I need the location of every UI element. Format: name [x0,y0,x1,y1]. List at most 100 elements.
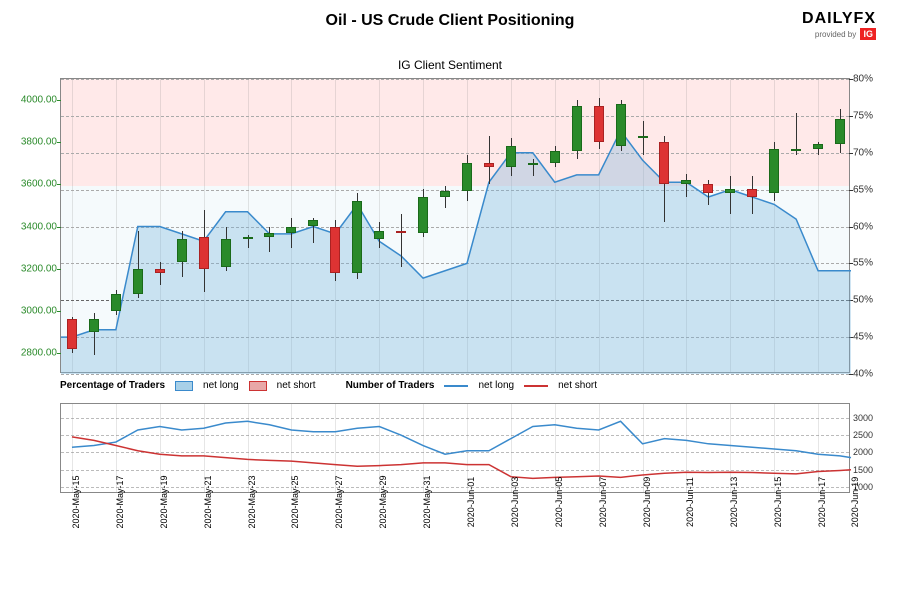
x-label: 2020-Jun-05 [554,477,564,528]
candle-body [747,189,757,197]
candle-body [659,142,669,184]
candle-body [67,319,77,349]
candle-body [352,201,362,273]
y-right-label: 45% [853,332,887,343]
sentiment-area [61,79,851,374]
candle-body [308,220,318,226]
candle-wick [291,218,292,248]
candle-body [550,151,560,164]
chart-subtitle: IG Client Sentiment [0,58,900,72]
candle-body [243,237,253,239]
candle-body [111,294,121,311]
candle-body [681,180,691,184]
y-right-label: 75% [853,110,887,121]
candle-body [89,319,99,332]
logo-sub: provided by IG [802,28,876,40]
legend-short-swatch [249,381,267,391]
y-right-label: 60% [853,221,887,232]
candle-wick [401,214,402,267]
candle-body [572,106,582,150]
y-right-label: 70% [853,147,887,158]
main-chart: 40%45%50%55%60%65%70%75%80%2800.003000.0… [60,78,850,373]
x-label: 2020-Jun-01 [466,477,476,528]
y-right-label: 55% [853,258,887,269]
legend-short-text: net short [277,380,316,391]
y-right-label: 50% [853,295,887,306]
sub-y-label: 3000 [853,413,889,423]
candle-body [330,227,340,273]
candle-wick [269,227,270,252]
sub-y-label: 2000 [853,447,889,457]
sub-y-label: 1500 [853,465,889,475]
x-label: 2020-Jun-07 [598,477,608,528]
x-label: 2020-May-15 [71,475,81,528]
x-label: 2020-Jun-11 [685,477,695,527]
candle-body [221,239,231,266]
candle-body [484,163,494,167]
candle-wick [730,176,731,214]
candle-body [791,149,801,151]
candle-body [418,197,428,233]
x-label: 2020-May-31 [422,475,432,528]
y-right-label: 65% [853,184,887,195]
x-label: 2020-Jun-15 [773,477,783,528]
candle-body [133,269,143,294]
x-label: 2020-May-23 [247,475,257,528]
dailyfx-logo: DAILYFX provided by IG [802,10,876,40]
x-label: 2020-Jun-03 [510,477,520,528]
x-label: 2020-May-17 [115,475,125,528]
candle-body [462,163,472,190]
sub-y-label: 2500 [853,430,889,440]
candle-body [769,149,779,193]
x-label: 2020-May-19 [159,475,169,528]
y-left-label: 3400.00 [11,221,57,232]
x-label: 2020-May-27 [334,475,344,528]
candle-wick [445,186,446,207]
y-right-label: 40% [853,369,887,380]
x-label: 2020-Jun-13 [729,477,739,528]
candle-body [155,269,165,273]
candle-wick [686,174,687,197]
candle-wick [160,262,161,285]
y-left-label: 2800.00 [11,347,57,358]
candle-body [396,231,406,233]
legend-long-line [444,385,468,387]
legend: Percentage of Traders net long net short… [60,380,597,391]
candle-wick [489,136,490,184]
candle-wick [533,159,534,176]
candle-wick [643,121,644,155]
candle-body [528,163,538,165]
candle-body [506,146,516,167]
legend-long-swatch [175,381,193,391]
y-left-label: 3800.00 [11,137,57,148]
x-label: 2020-May-25 [290,475,300,528]
candle-body [594,106,604,142]
ig-badge: IG [860,28,876,40]
x-label: 2020-Jun-19 [850,477,860,528]
y-left-label: 3000.00 [11,305,57,316]
candle-body [813,144,823,148]
y-left-label: 3200.00 [11,263,57,274]
x-label: 2020-Jun-09 [642,477,652,528]
chart-title: Oil - US Crude Client Positioning [0,12,900,30]
x-label: 2020-Jun-17 [817,477,827,528]
legend-long-text: net long [203,380,239,391]
candle-body [374,231,384,239]
legend-short-line [524,385,548,387]
legend-long-text-2: net long [478,380,514,391]
candle-body [264,233,274,237]
y-right-label: 80% [853,74,887,85]
y-left-label: 3600.00 [11,179,57,190]
candle-body [199,237,209,269]
candle-body [440,191,450,197]
candle-body [703,184,713,192]
x-label: 2020-May-21 [203,475,213,528]
y-left-label: 4000.00 [11,95,57,106]
legend-short-text-2: net short [558,380,597,391]
candle-body [286,227,296,233]
legend-num-label: Number of Traders [346,380,435,391]
candle-body [638,136,648,138]
candle-body [835,119,845,144]
logo-text: DAILYFX [802,10,876,28]
candle-body [725,189,735,193]
